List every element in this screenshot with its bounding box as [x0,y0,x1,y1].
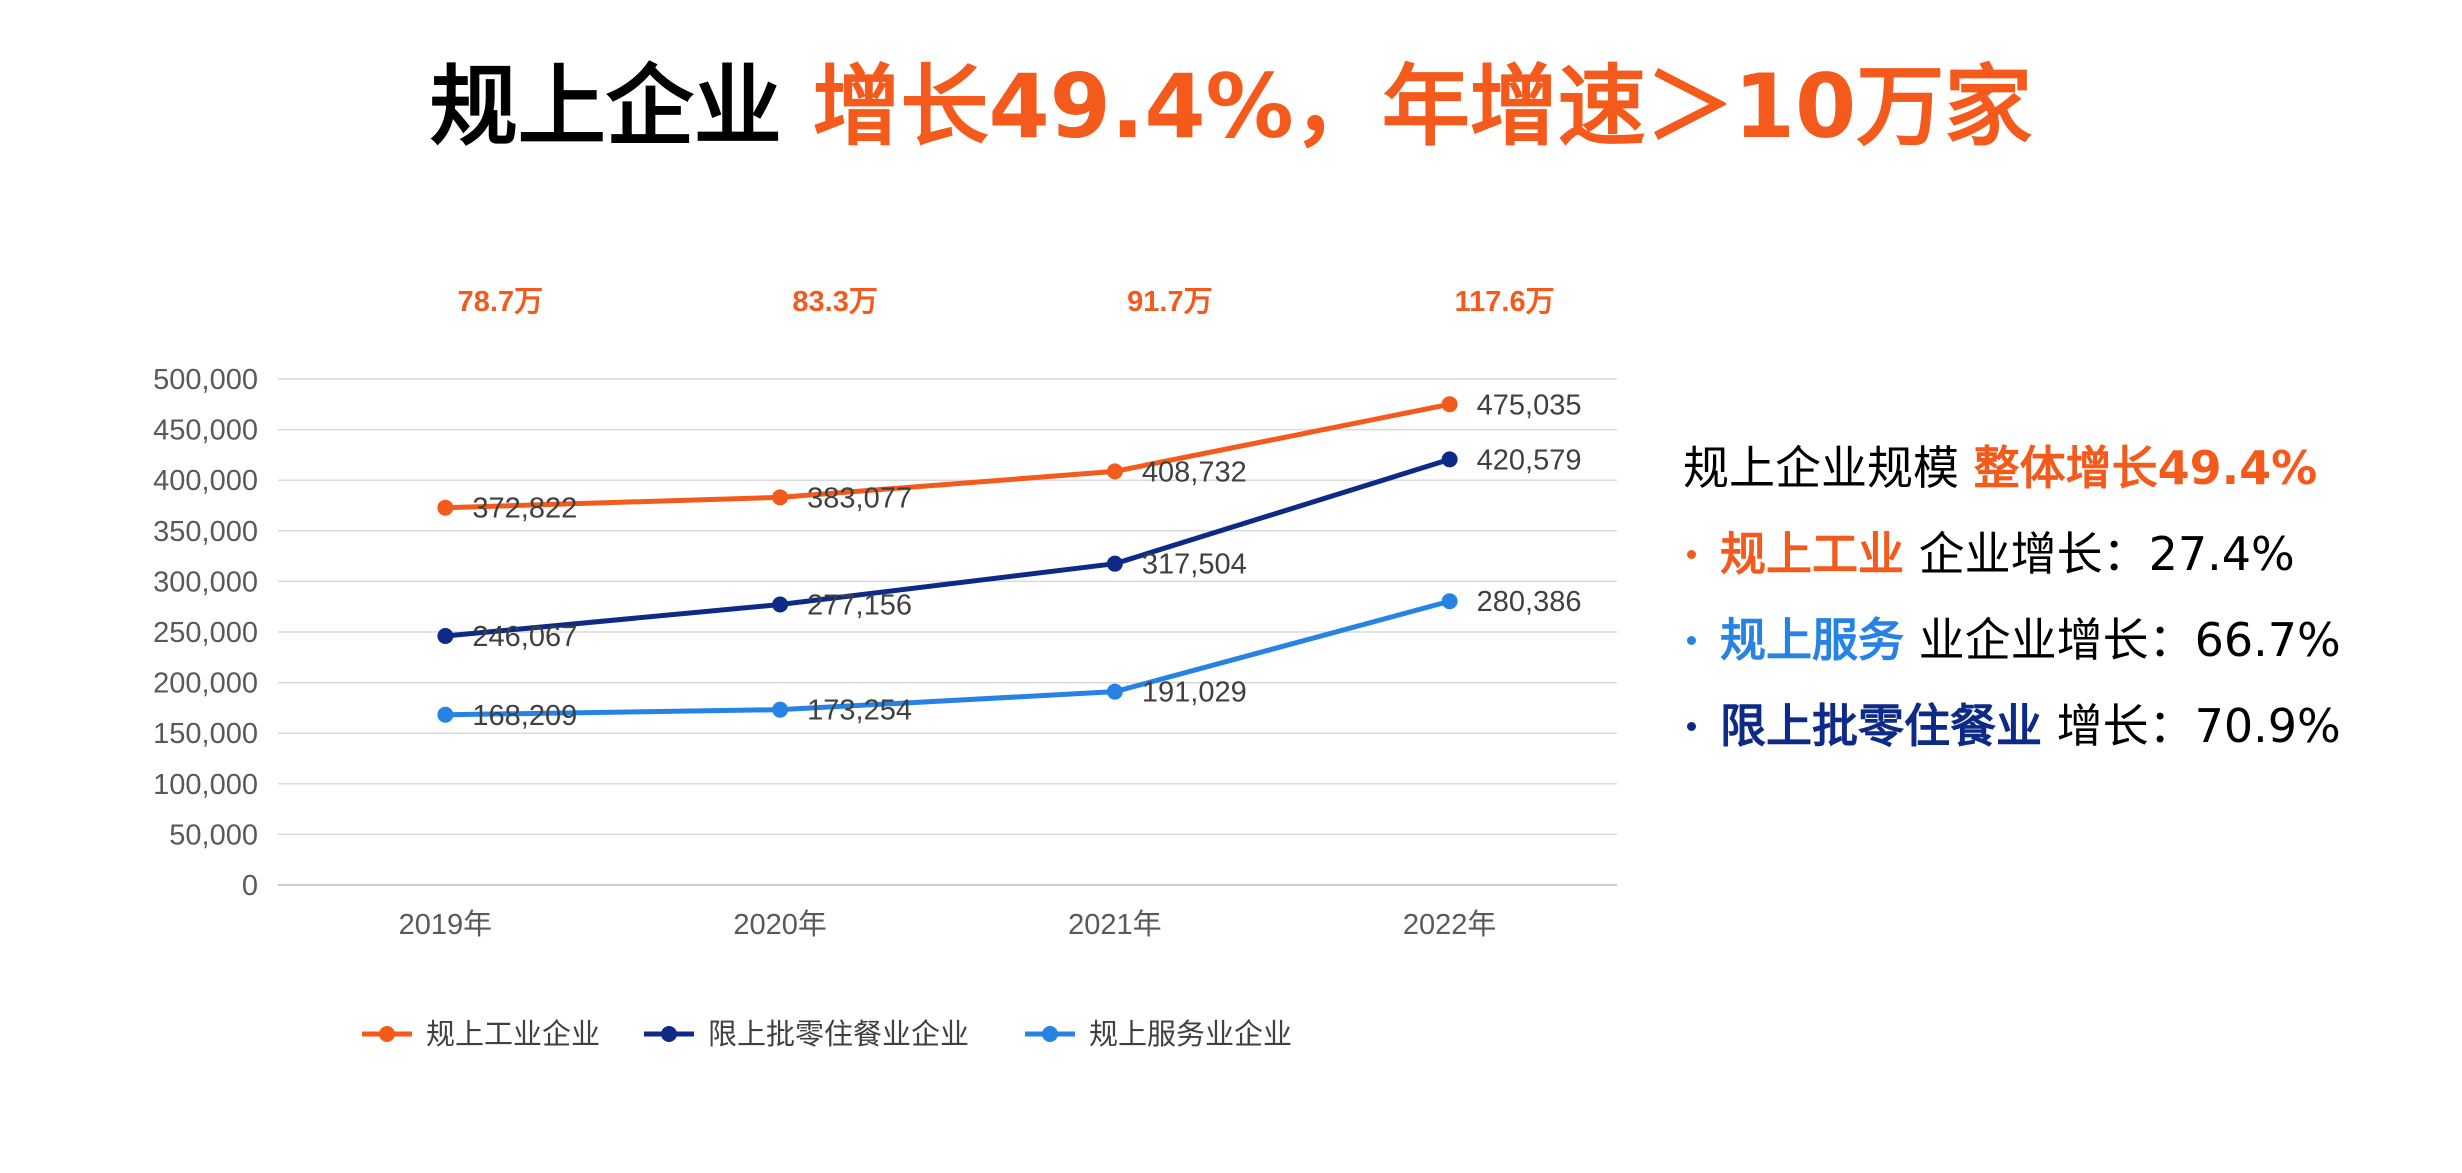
bullet-icon [1687,722,1696,731]
data-point [1106,555,1123,572]
chart-series: 372,822 383,077 408,732 475,035 246,067 277,1… [437,389,1581,732]
data-label: 475,035 [1477,389,1582,421]
data-label: 280,386 [1477,586,1582,618]
bullet-icon [1687,636,1696,645]
x-tick-label: 2020年 [733,908,827,941]
data-label: 383,077 [807,482,912,514]
series-line [442,456,1453,639]
data-label: 277,156 [807,590,912,622]
summary-heading-highlight: 整体增长49.4% [1973,441,2318,495]
page-title: 规上企业 增长49.4%，年增速＞10万家 [0,52,2462,162]
y-tick-label: 50,000 [169,819,258,851]
y-tick-label: 300,000 [153,566,258,598]
summary-item-highlight: 限上批零住餐业 [1720,699,2042,753]
legend-marker [661,1026,677,1042]
y-tick-label: 200,000 [153,668,258,700]
summary-item-industry: 规上工业 企业增长：27.4% [1683,511,2443,597]
legend-label: 限上批零住餐业企业 [708,1018,969,1051]
summary-heading-plain: 规上企业规模 [1683,441,1974,495]
total-label: 117.6万 [1455,286,1555,318]
data-point [772,701,789,718]
data-point [437,706,454,723]
bullet-icon [1687,550,1696,559]
data-point [437,499,454,516]
data-point [1106,463,1123,480]
total-label: 78.7万 [458,286,543,318]
data-label: 408,732 [1142,456,1247,488]
summary-item-text: 企业增长：27.4% [1904,527,2295,581]
x-axis: 2019年 2020年 2021年 2022年 [399,908,1497,941]
y-tick-label: 350,000 [153,516,258,548]
data-label: 317,504 [1142,549,1247,581]
summary-item-retail: 限上批零住餐业 增长：70.9% [1683,683,2443,769]
summary-item-text: 业企业增长：66.7% [1904,613,2341,667]
legend-marker [379,1026,395,1042]
data-label: 246,067 [472,621,577,653]
total-labels: 78.7万 83.3万 91.7万 117.6万 [458,286,1555,318]
y-tick-label: 0 [242,870,258,902]
y-tick-label: 450,000 [153,415,258,447]
data-point [437,627,454,644]
total-label: 91.7万 [1127,286,1212,318]
data-point [1441,396,1458,413]
x-tick-label: 2022年 [1403,908,1497,941]
y-tick-label: 500,000 [153,364,258,396]
summary-panel: 规上企业规模 整体增长49.4% 规上工业 企业增长：27.4% 规上服务 业企… [1683,425,2443,769]
legend-label: 规上服务业企业 [1089,1018,1292,1051]
series-line [442,401,1453,511]
data-label: 191,029 [1142,677,1247,709]
y-tick-label: 100,000 [153,769,258,801]
summary-item-highlight: 规上服务 [1720,613,1904,667]
summary-heading: 规上企业规模 整体增长49.4% [1683,425,2443,511]
data-label: 168,209 [472,700,577,732]
title-part-1: 规上企业 [429,55,813,158]
summary-item-service: 规上服务 业企业增长：66.7% [1683,597,2443,683]
data-label: 372,822 [472,493,577,525]
summary-item-text: 增长：70.9% [2042,699,2341,753]
data-label: 173,254 [807,695,912,727]
title-part-2: 增长49.4%，年增速＞10万家 [812,55,2033,158]
data-point [772,596,789,613]
legend-marker [1042,1026,1058,1042]
data-point [772,489,789,506]
data-point [1106,683,1123,700]
y-axis: 0 50,000 100,000 150,000 200,000 250,000 300,0… [153,364,258,902]
legend-label: 规上工业企业 [426,1018,600,1051]
data-point [1441,451,1458,468]
y-tick-label: 400,000 [153,465,258,497]
chart-legend: 规上工业企业 限上批零住餐业企业 规上服务业企业 [362,1018,1292,1051]
y-tick-label: 150,000 [153,718,258,750]
total-label: 83.3万 [792,286,877,318]
x-tick-label: 2021年 [1068,908,1162,941]
line-chart: 0 50,000 100,000 150,000 200,000 250,000 300,0… [153,286,1617,1051]
data-label: 420,579 [1477,444,1582,476]
data-point [1441,593,1458,610]
y-tick-label: 250,000 [153,617,258,649]
series-line [442,598,1453,718]
x-tick-label: 2019年 [399,908,493,941]
summary-item-highlight: 规上工业 [1720,527,1904,581]
